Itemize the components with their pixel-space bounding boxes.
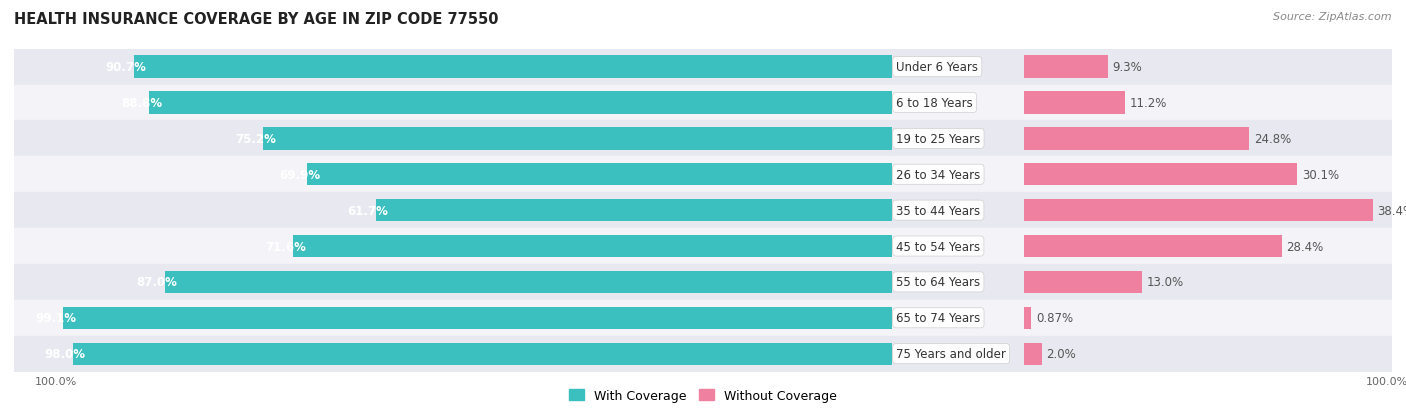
Bar — [891, 193, 1392, 228]
Text: 88.8%: 88.8% — [121, 97, 162, 110]
Text: 98.0%: 98.0% — [44, 347, 86, 360]
Bar — [14, 193, 891, 228]
Bar — [14, 50, 891, 85]
Bar — [891, 85, 1392, 121]
Bar — [14, 157, 891, 193]
Bar — [891, 264, 1392, 300]
Bar — [14, 121, 891, 157]
Text: 35 to 44 Years: 35 to 44 Years — [896, 204, 980, 217]
Text: 75.2%: 75.2% — [235, 133, 276, 145]
Bar — [891, 121, 1392, 157]
Bar — [14, 264, 891, 300]
Bar — [891, 300, 1392, 336]
Bar — [63, 307, 891, 329]
Bar — [14, 85, 891, 121]
Bar — [1024, 128, 1249, 150]
Legend: With Coverage, Without Coverage: With Coverage, Without Coverage — [564, 384, 842, 407]
Bar — [134, 56, 891, 78]
Bar — [14, 228, 891, 264]
Text: Source: ZipAtlas.com: Source: ZipAtlas.com — [1274, 12, 1392, 22]
Bar — [1024, 56, 1108, 78]
Text: 11.2%: 11.2% — [1130, 97, 1167, 110]
Text: 19 to 25 Years: 19 to 25 Years — [896, 133, 980, 145]
Text: 75 Years and older: 75 Years and older — [896, 347, 1007, 360]
Bar — [149, 92, 891, 114]
Text: 2.0%: 2.0% — [1046, 347, 1076, 360]
Text: 26 to 34 Years: 26 to 34 Years — [896, 169, 980, 181]
Bar — [891, 336, 1392, 372]
Text: 13.0%: 13.0% — [1146, 276, 1184, 289]
Bar — [263, 128, 891, 150]
Text: 55 to 64 Years: 55 to 64 Years — [896, 276, 980, 289]
Text: 87.0%: 87.0% — [136, 276, 177, 289]
Bar — [14, 336, 891, 372]
Text: Under 6 Years: Under 6 Years — [896, 61, 979, 74]
Bar — [891, 157, 1392, 193]
Text: 69.9%: 69.9% — [278, 169, 321, 181]
Bar — [1024, 343, 1042, 365]
Bar — [1024, 92, 1125, 114]
Text: 24.8%: 24.8% — [1254, 133, 1291, 145]
Bar — [891, 228, 1392, 264]
Bar — [294, 235, 891, 258]
Text: 38.4%: 38.4% — [1378, 204, 1406, 217]
Bar — [1024, 199, 1372, 222]
Text: 90.7%: 90.7% — [105, 61, 146, 74]
Bar — [1024, 235, 1282, 258]
Bar — [1024, 164, 1298, 186]
Text: HEALTH INSURANCE COVERAGE BY AGE IN ZIP CODE 77550: HEALTH INSURANCE COVERAGE BY AGE IN ZIP … — [14, 12, 499, 27]
Bar — [891, 50, 1392, 85]
Text: 71.6%: 71.6% — [264, 240, 305, 253]
Text: 9.3%: 9.3% — [1112, 61, 1143, 74]
Bar — [1024, 307, 1032, 329]
Text: 30.1%: 30.1% — [1302, 169, 1339, 181]
Bar — [375, 199, 891, 222]
Bar — [308, 164, 891, 186]
Text: 28.4%: 28.4% — [1286, 240, 1323, 253]
Text: 99.1%: 99.1% — [35, 311, 76, 325]
Bar — [165, 271, 891, 293]
Text: 0.87%: 0.87% — [1036, 311, 1073, 325]
Text: 65 to 74 Years: 65 to 74 Years — [896, 311, 980, 325]
Text: 61.7%: 61.7% — [347, 204, 388, 217]
Bar — [14, 300, 891, 336]
Bar — [73, 343, 891, 365]
Text: 45 to 54 Years: 45 to 54 Years — [896, 240, 980, 253]
Bar — [1024, 271, 1142, 293]
Text: 6 to 18 Years: 6 to 18 Years — [896, 97, 973, 110]
